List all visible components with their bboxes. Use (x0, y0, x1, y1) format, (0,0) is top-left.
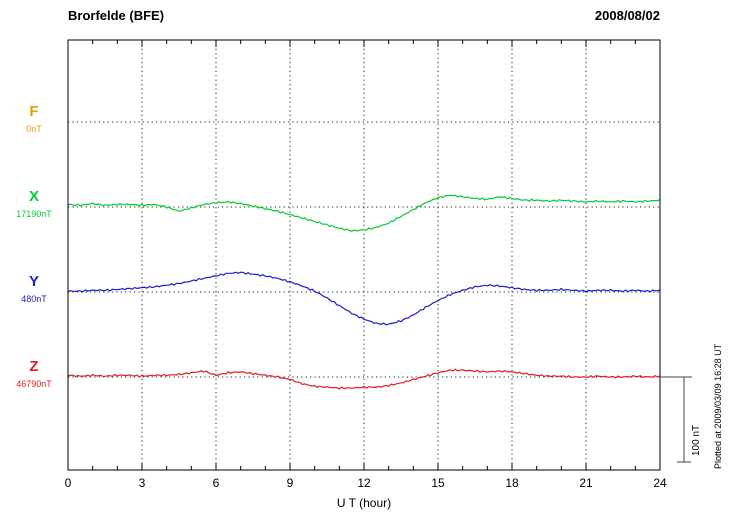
x-axis-label: U T (hour) (336, 496, 392, 510)
component-name-Y: Y (28, 273, 39, 290)
x-tick-label: 3 (139, 476, 146, 490)
component-baseline-X: 17190nT (16, 209, 52, 219)
component-label-Y: Y 480nT (4, 273, 64, 305)
scale-bar-label: 100 nT (691, 424, 702, 456)
series-trace-Y (67, 271, 661, 326)
x-tick-label: 9 (287, 476, 294, 490)
component-baseline-Y: 480nT (21, 294, 47, 304)
x-tick-label: 6 (213, 476, 220, 490)
x-tick-label: 15 (431, 476, 445, 490)
component-baseline-F: 0nT (26, 124, 42, 134)
plot-border (67, 39, 661, 471)
series-trace-X (67, 194, 661, 232)
component-label-X: X 17190nT (4, 188, 64, 220)
x-tick-label: 12 (357, 476, 371, 490)
component-label-Z: Z 46790nT (4, 358, 64, 390)
x-tick-label: 0 (65, 476, 72, 490)
plotted-at-timestamp: Plotted at 2009/03/09 16:28 UT (713, 343, 723, 469)
station-title: Brorfelde (BFE) (68, 8, 165, 23)
component-name-F: F (29, 103, 39, 120)
component-baseline-Z: 46790nT (16, 379, 52, 389)
x-tick-label: 24 (653, 476, 667, 490)
component-label-F: F 0nT (4, 103, 64, 135)
component-name-X: X (28, 188, 39, 205)
date-label: 2008/08/02 (594, 8, 660, 23)
x-tick-label: 21 (579, 476, 593, 490)
component-name-Z: Z (29, 358, 39, 375)
x-tick-label: 18 (505, 476, 519, 490)
series-trace-Z (67, 368, 661, 390)
